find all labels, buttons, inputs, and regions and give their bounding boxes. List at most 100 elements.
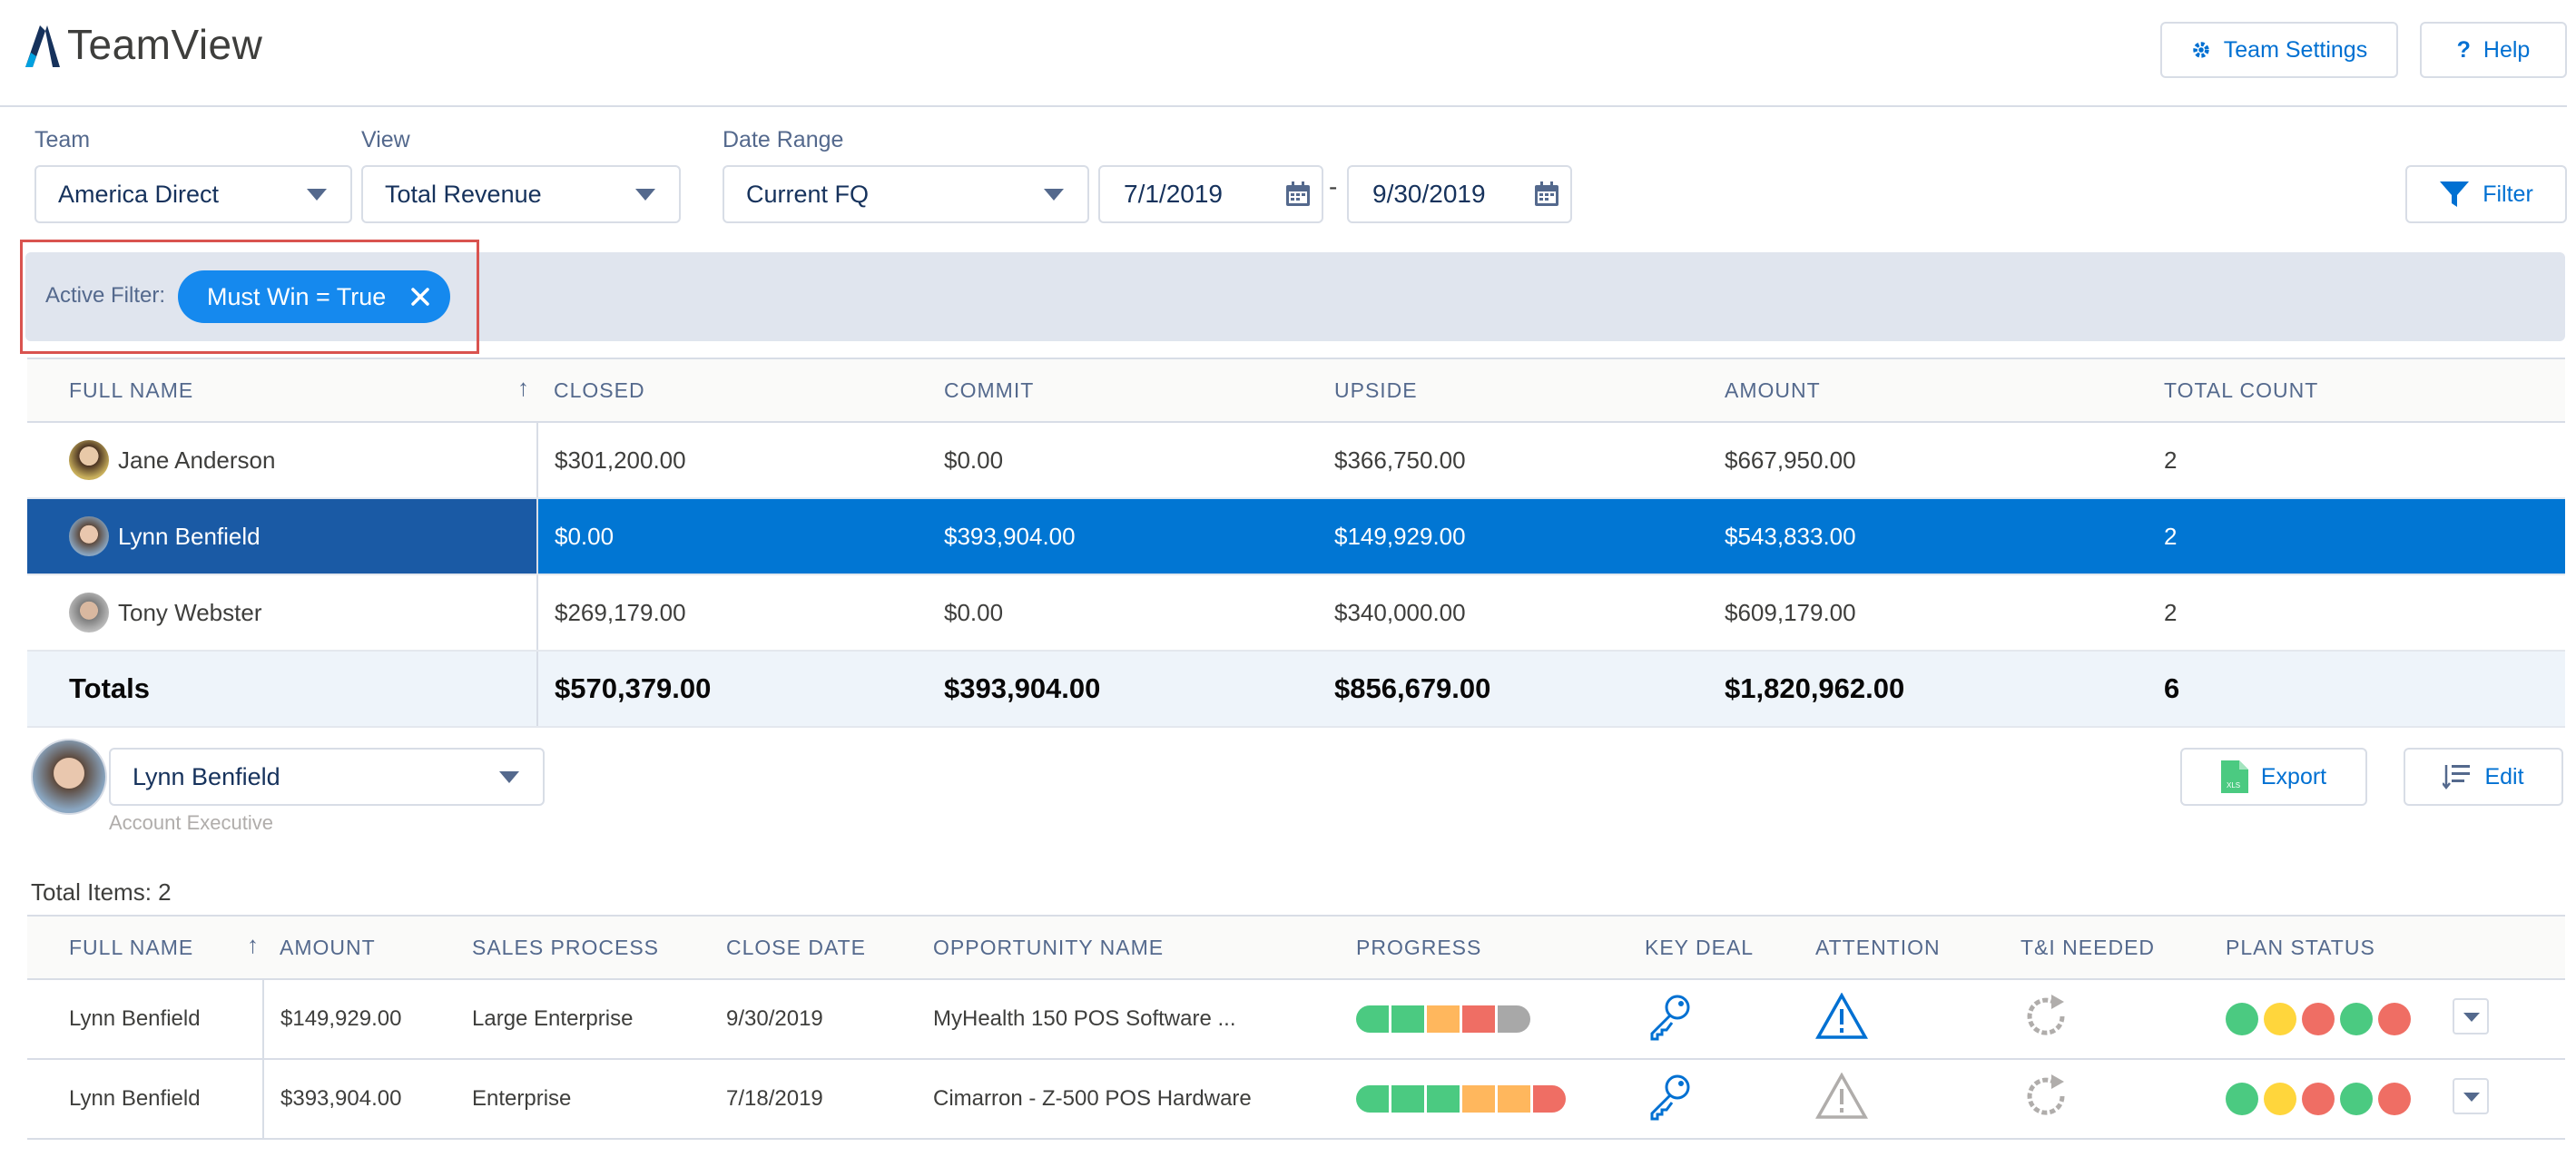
warning-icon[interactable] <box>1815 1071 1868 1120</box>
table-row-selected[interactable]: Lynn Benfield $0.00 $393,904.00 $149,929… <box>27 498 2565 575</box>
progress-bar <box>1356 1005 1627 1033</box>
filter-button[interactable]: Filter <box>2405 165 2567 223</box>
sort-up-icon[interactable]: ↑ <box>517 374 530 401</box>
cell-amount: $609,179.00 <box>1708 574 2148 652</box>
team-settings-button[interactable]: Team Settings <box>2160 22 2398 78</box>
col-header-amount[interactable]: AMOUNT <box>1708 358 2148 423</box>
row-name-link[interactable]: Lynn Benfield <box>27 979 264 1060</box>
sort-up-icon[interactable]: ↑ <box>247 931 260 958</box>
view-select[interactable]: Total Revenue <box>361 165 681 223</box>
help-button[interactable]: ? Help <box>2420 22 2567 78</box>
active-filter-pill[interactable]: Must Win = True <box>178 270 450 323</box>
row-actions-dropdown[interactable] <box>2453 997 2489 1034</box>
key-icon[interactable] <box>1645 1071 1696 1122</box>
team-label: Team <box>34 127 91 152</box>
plan-status-dot <box>2378 1003 2411 1035</box>
cell-close-date: 9/30/2019 <box>710 979 917 1060</box>
col-header-upside[interactable]: UPSIDE <box>1318 358 1708 423</box>
view-label: View <box>361 127 410 152</box>
col-header-attention[interactable]: ATTENTION <box>1799 915 2004 980</box>
cell-close-date: 7/18/2019 <box>710 1059 917 1140</box>
user-select[interactable]: Lynn Benfield <box>109 748 545 806</box>
plan-status-dots <box>2226 1003 2435 1035</box>
cell-upside: $149,929.00 <box>1318 498 1708 575</box>
end-date-input[interactable]: 9/30/2019 <box>1347 165 1572 223</box>
view-select-value: Total Revenue <box>385 180 542 208</box>
progress-segment <box>1533 1085 1566 1113</box>
end-date-value: 9/30/2019 <box>1372 180 1486 208</box>
excel-file-icon: XLS <box>2220 760 2248 793</box>
active-filter-label: Active Filter: <box>45 283 166 308</box>
chevron-down-icon <box>635 189 655 201</box>
calendar-icon[interactable] <box>1532 180 1561 209</box>
cell-closed: $0.00 <box>537 498 928 575</box>
table-row[interactable]: Jane Anderson $301,200.00 $0.00 $366,750… <box>27 422 2565 499</box>
opportunity-link[interactable]: MyHealth 150 POS Software ... <box>917 979 1340 1060</box>
col-header-closed[interactable]: CLOSED <box>537 358 928 423</box>
team-select-value: America Direct <box>58 180 220 208</box>
plan-status-dot <box>2302 1003 2335 1035</box>
total-upside: $856,679.00 <box>1318 651 1708 728</box>
col-header-amount[interactable]: AMOUNT <box>263 915 456 980</box>
summary-table: FULL NAME ↑ CLOSED COMMIT UPSIDE AMOUNT T… <box>27 358 2565 728</box>
progress-segment <box>1462 1005 1495 1033</box>
edit-button[interactable]: Edit <box>2404 748 2563 806</box>
warning-icon[interactable] <box>1815 991 1868 1040</box>
col-header-sales-process[interactable]: SALES PROCESS <box>456 915 710 980</box>
total-count: 6 <box>2148 651 2565 728</box>
gear-icon <box>2193 42 2209 58</box>
export-label: Export <box>2260 763 2327 789</box>
opportunity-link[interactable]: Cimarron - Z-500 POS Hardware <box>917 1059 1340 1140</box>
progress-segment <box>1498 1085 1530 1113</box>
svg-text:XLS: XLS <box>2227 781 2240 789</box>
date-range-select[interactable]: Current FQ <box>723 165 1089 223</box>
summary-header-row: FULL NAME ↑ CLOSED COMMIT UPSIDE AMOUNT T… <box>27 358 2565 423</box>
sales-process-link[interactable]: Large Enterprise <box>456 979 710 1060</box>
total-commit: $393,904.00 <box>928 651 1318 728</box>
col-header-ti-needed[interactable]: T&I NEEDED <box>2004 915 2209 980</box>
user-role: Account Executive <box>109 811 273 834</box>
refresh-icon[interactable] <box>2020 991 2071 1042</box>
col-header-key-deal[interactable]: KEY DEAL <box>1628 915 1799 980</box>
key-icon[interactable] <box>1645 991 1696 1042</box>
cell-count: 2 <box>2148 574 2565 652</box>
export-button[interactable]: XLS Export <box>2180 748 2367 806</box>
plan-status-dot <box>2226 1003 2258 1035</box>
cell-count: 2 <box>2148 498 2565 575</box>
calendar-icon[interactable] <box>1283 180 1313 209</box>
col-header-commit[interactable]: COMMIT <box>928 358 1318 423</box>
close-icon[interactable] <box>407 283 434 310</box>
col-header-full-name[interactable]: FULL NAME ↑ <box>27 358 537 423</box>
header-divider <box>0 105 2567 107</box>
edit-columns-icon <box>2443 765 2471 790</box>
col-header-full-name[interactable]: FULL NAME ↑ <box>27 915 263 980</box>
col-header-total-count[interactable]: TOTAL COUNT <box>2148 358 2565 423</box>
cell-amount: $667,950.00 <box>1708 422 2148 499</box>
progress-segment <box>1427 1005 1460 1033</box>
col-header-plan-status[interactable]: PLAN STATUS <box>2209 915 2436 980</box>
col-header-close-date[interactable]: CLOSE DATE <box>710 915 917 980</box>
col-header-opportunity-name[interactable]: OPPORTUNITY NAME <box>917 915 1340 980</box>
row-name-link[interactable]: Lynn Benfield <box>27 1059 264 1140</box>
table-row[interactable]: Lynn Benfield $393,904.00 Enterprise 7/1… <box>27 1059 2565 1140</box>
table-row[interactable]: Tony Webster $269,179.00 $0.00 $340,000.… <box>27 574 2565 652</box>
start-date-input[interactable]: 7/1/2019 <box>1098 165 1323 223</box>
cell-amount: $393,904.00 <box>263 1059 456 1140</box>
plan-status-dot <box>2264 1083 2296 1115</box>
sales-process-link[interactable]: Enterprise <box>456 1059 710 1140</box>
totals-label: Totals <box>69 672 150 704</box>
teamview-logo-icon <box>25 25 60 67</box>
plan-status-dot <box>2226 1083 2258 1115</box>
refresh-icon[interactable] <box>2020 1071 2071 1122</box>
avatar <box>69 440 109 480</box>
team-select[interactable]: America Direct <box>34 165 352 223</box>
date-range-label: Date Range <box>723 127 844 152</box>
plan-status-dot <box>2264 1003 2296 1035</box>
table-row[interactable]: Lynn Benfield $149,929.00 Large Enterpri… <box>27 979 2565 1060</box>
total-amount: $1,820,962.00 <box>1708 651 2148 728</box>
app-title: TeamView <box>67 21 263 68</box>
row-actions-dropdown[interactable] <box>2453 1077 2489 1114</box>
plan-status-dot <box>2340 1003 2373 1035</box>
date-separator: - <box>1329 172 1338 201</box>
col-header-progress[interactable]: PROGRESS <box>1340 915 1628 980</box>
